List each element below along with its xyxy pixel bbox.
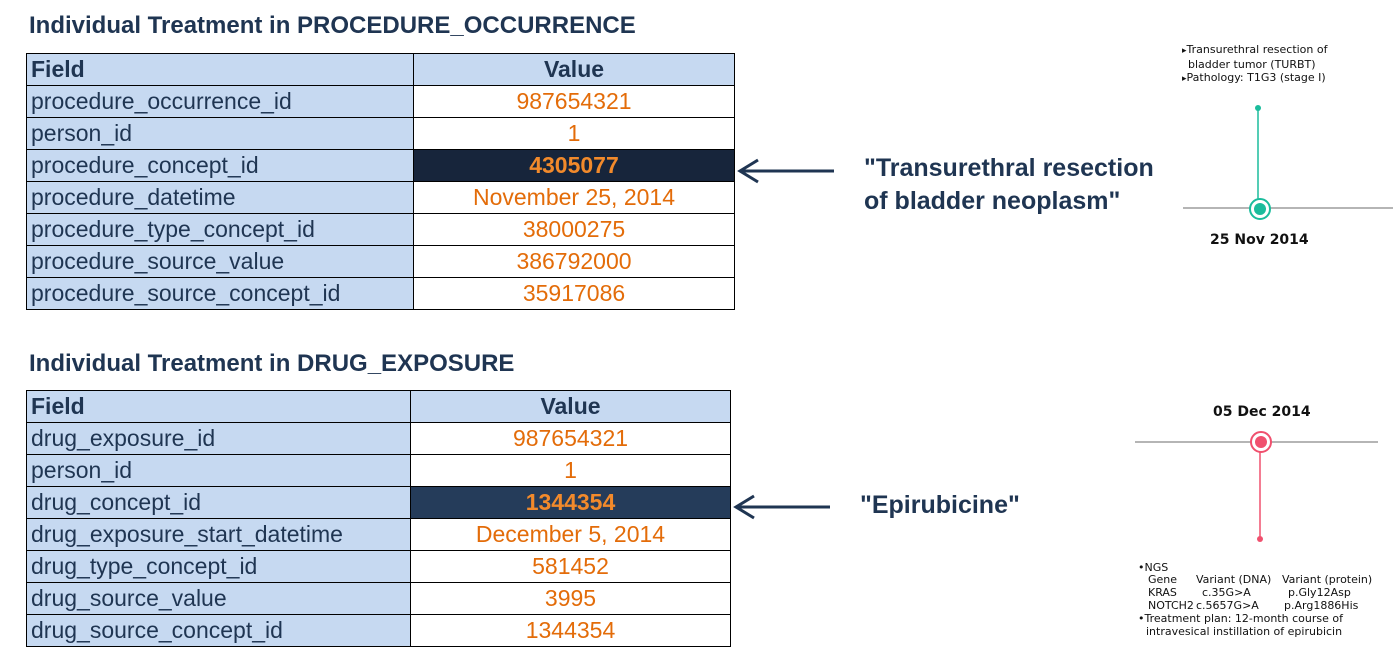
table-row: drug_type_concept_id 581452 xyxy=(26,550,731,583)
drug-section-title: Individual Treatment in DRUG_EXPOSURE xyxy=(29,350,515,377)
value-cell: November 25, 2014 xyxy=(413,181,735,214)
left-arrow-icon xyxy=(733,494,830,520)
field-column-header: Field xyxy=(26,53,414,86)
value-cell: 386792000 xyxy=(413,245,735,278)
field-cell: procedure_source_value xyxy=(26,245,414,278)
left-arrow-icon xyxy=(737,158,834,184)
event2-date: 05 Dec 2014 xyxy=(1213,404,1311,420)
value-cell: 1 xyxy=(410,454,731,487)
event-note: bladder tumor (TURBT) xyxy=(1188,58,1316,71)
procedure-section-title: Individual Treatment in PROCEDURE_OCCURR… xyxy=(29,12,636,39)
procedure-occurrence-table: Field Value procedure_occurrence_id 9876… xyxy=(26,53,735,310)
field-cell: procedure_concept_id xyxy=(26,149,414,182)
field-cell: procedure_source_concept_id xyxy=(26,277,414,310)
value-cell: 987654321 xyxy=(413,85,735,118)
table-row: person_id 1 xyxy=(26,454,731,487)
ngs-cell: c.35G>A xyxy=(1202,586,1251,599)
table-row: drug_source_concept_id 1344354 xyxy=(26,614,731,647)
field-cell: procedure_occurrence_id xyxy=(26,85,414,118)
drug-concept-label: "Epirubicine" xyxy=(860,491,1020,519)
treatment-plan: intravesical instillation of epirubicin xyxy=(1146,625,1343,638)
table-row: procedure_type_concept_id 38000275 xyxy=(26,213,735,246)
event-marker-dot xyxy=(1255,436,1267,448)
table-header-row: Field Value xyxy=(26,390,731,423)
concept-id-cell: 4305077 xyxy=(413,149,735,182)
ngs-cell: c.5657G>A xyxy=(1196,599,1259,612)
ngs-cell: KRAS xyxy=(1148,586,1177,599)
table-row: procedure_datetime November 25, 2014 xyxy=(26,181,735,214)
table-row: procedure_source_concept_id 35917086 xyxy=(26,277,735,310)
event-stem-dot xyxy=(1255,105,1261,111)
field-cell: drug_source_concept_id xyxy=(26,614,411,647)
event-note: Pathology: T1G3 (stage I) xyxy=(1182,71,1328,86)
field-cell: person_id xyxy=(26,117,414,150)
ngs-title: NGS xyxy=(1138,561,1169,574)
table-row-highlighted: procedure_concept_id 4305077 xyxy=(26,149,735,182)
event1-notes: Transurethral resection of bladder tumor… xyxy=(1182,43,1328,86)
event-stem-dot xyxy=(1257,536,1263,542)
ngs-header: Variant (DNA) xyxy=(1196,573,1272,586)
field-cell: drug_concept_id xyxy=(26,486,411,519)
field-cell: drug_source_value xyxy=(26,582,411,615)
ngs-header: Variant (protein) xyxy=(1282,573,1373,586)
value-cell: 581452 xyxy=(410,550,731,583)
drug-exposure-table: Field Value drug_exposure_id 987654321 p… xyxy=(26,390,731,647)
value-cell: December 5, 2014 xyxy=(410,518,731,551)
table-row: procedure_occurrence_id 987654321 xyxy=(26,85,735,118)
value-cell: 987654321 xyxy=(410,422,731,455)
event-note: Transurethral resection of xyxy=(1182,43,1328,58)
event1-date: 25 Nov 2014 xyxy=(1210,232,1309,248)
field-cell: drug_exposure_id xyxy=(26,422,411,455)
table-header-row: Field Value xyxy=(26,53,735,86)
concept-id-cell: 1344354 xyxy=(410,486,731,519)
event-marker-ring xyxy=(1249,198,1271,220)
concept-label-line: of bladder neoplasm" xyxy=(864,187,1121,215)
value-cell: 35917086 xyxy=(413,277,735,310)
value-cell: 1344354 xyxy=(410,614,731,647)
value-column-header: Value xyxy=(413,53,735,86)
treatment-plan: Treatment plan: 12-month course of xyxy=(1138,612,1343,625)
table-row-highlighted: drug_concept_id 1344354 xyxy=(26,486,731,519)
field-cell: procedure_datetime xyxy=(26,181,414,214)
table-row: drug_source_value 3995 xyxy=(26,582,731,615)
table-row: procedure_source_value 386792000 xyxy=(26,245,735,278)
field-cell: procedure_type_concept_id xyxy=(26,213,414,246)
table-row: drug_exposure_start_datetime December 5,… xyxy=(26,518,731,551)
value-cell: 1 xyxy=(413,117,735,150)
ngs-cell: p.Arg1886His xyxy=(1284,599,1359,612)
event-marker-ring xyxy=(1250,431,1272,453)
event-marker-dot xyxy=(1254,203,1266,215)
ngs-header: Gene xyxy=(1148,573,1178,586)
value-cell: 38000275 xyxy=(413,213,735,246)
procedure-concept-label: "Transurethral resection of bladder neop… xyxy=(864,152,1154,218)
table-row: drug_exposure_id 987654321 xyxy=(26,422,731,455)
table-row: person_id 1 xyxy=(26,117,735,150)
field-column-header: Field xyxy=(26,390,411,423)
value-column-header: Value xyxy=(410,390,731,423)
field-cell: drug_exposure_start_datetime xyxy=(26,518,411,551)
ngs-cell: NOTCH2 xyxy=(1148,599,1194,612)
concept-label-line: "Transurethral resection xyxy=(864,154,1154,182)
field-cell: drug_type_concept_id xyxy=(26,550,411,583)
event2-notes: NGS Gene Variant (DNA) Variant (protein)… xyxy=(1138,561,1388,643)
ngs-cell: p.Gly12Asp xyxy=(1288,586,1351,599)
value-cell: 3995 xyxy=(410,582,731,615)
field-cell: person_id xyxy=(26,454,411,487)
